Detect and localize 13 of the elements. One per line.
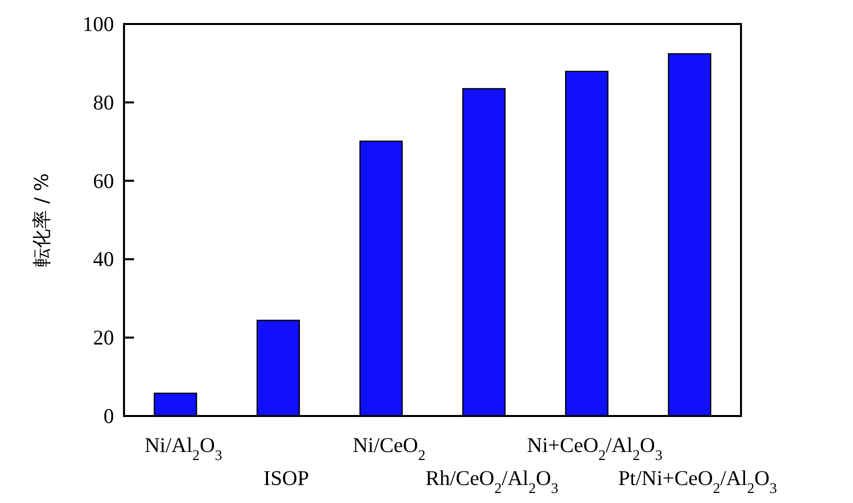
y-tick-label: 20 bbox=[93, 326, 114, 350]
x-tick-label: Rh/CeO$_{2}$/Al$_{2}$O$_{3}$ bbox=[425, 466, 558, 497]
y-tick-label: 0 bbox=[104, 404, 114, 428]
x-tick-label: Ni+CeO$_{2}$/Al$_{2}$O$_{3}$ bbox=[527, 433, 662, 464]
y-tick-label: 80 bbox=[93, 90, 114, 114]
y-axis-title: 転化率 / % bbox=[31, 173, 53, 267]
y-tick-label: 100 bbox=[82, 12, 114, 36]
x-tick-label: Pt/Ni+CeO$_{2}$/Al$_{2}$O$_{3}$ bbox=[618, 466, 777, 497]
x-tick-label: Ni/CeO$_{2}$ bbox=[352, 433, 426, 464]
y-tick-label: 60 bbox=[93, 168, 114, 193]
x-tick-label: Ni/Al$_{2}$O$_{3}$ bbox=[144, 433, 222, 464]
x-tick-label: ISOP bbox=[263, 466, 310, 490]
y-tick-label: 40 bbox=[93, 247, 114, 272]
